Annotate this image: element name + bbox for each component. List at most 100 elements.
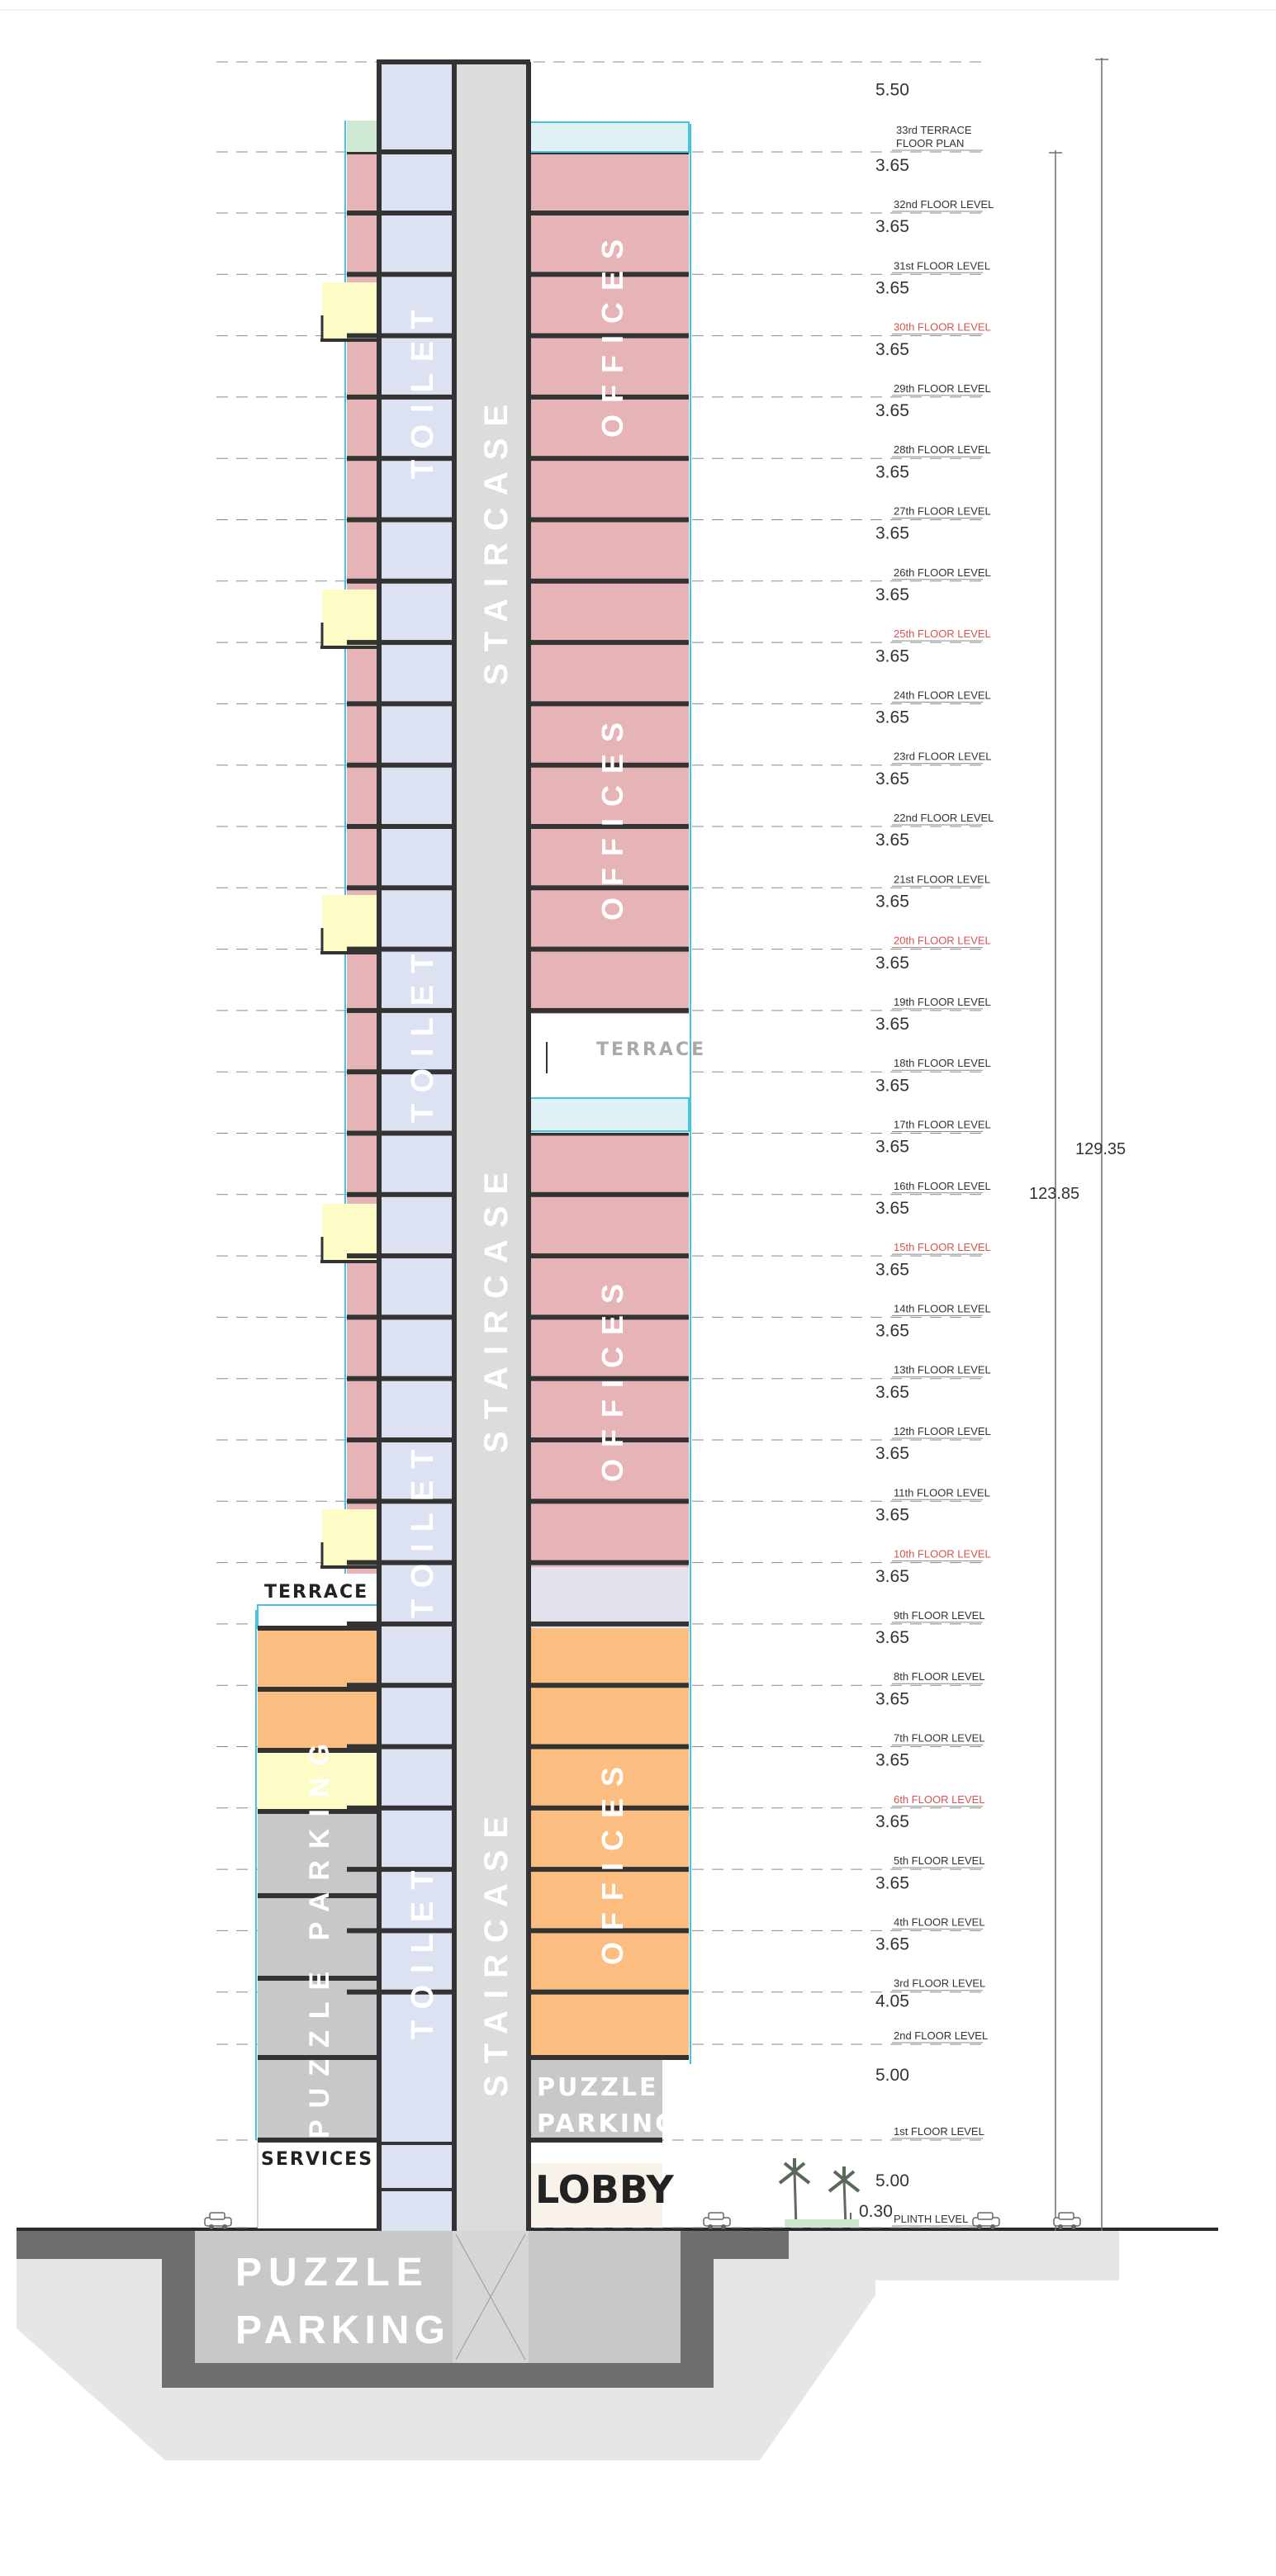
floor-slab-right — [529, 2138, 662, 2143]
floor-slab-left — [347, 394, 454, 400]
floor-level-label: PLINTH LEVEL — [894, 2213, 968, 2225]
floor-slab-left — [347, 1376, 454, 1381]
floor-height-value: 3.65 — [875, 1015, 909, 1034]
palm-tree-icon — [778, 2158, 811, 2228]
floor-slab-left — [347, 211, 454, 215]
floor-slab-left — [347, 333, 454, 339]
floor-slab-right — [529, 885, 689, 891]
floor-height-value: 3.65 — [875, 156, 909, 175]
floor-slab-right — [529, 1191, 689, 1197]
dimension-total-height: 129.35 — [1075, 1140, 1126, 1158]
floor-height-value: 3.65 — [875, 1567, 909, 1586]
floor-slab-right — [529, 1007, 689, 1013]
toilet-label-base: TOILET — [406, 1859, 440, 2039]
staircase-label-lower: STAIRCASE — [478, 1805, 515, 2097]
podium-slab — [258, 1893, 380, 1898]
toilet-slab — [380, 2188, 454, 2191]
floor-slab-left — [347, 578, 454, 584]
ground-slab-right — [710, 2231, 789, 2259]
floor-height-value: 3.65 — [875, 1383, 909, 1402]
floor-slab-left — [347, 1989, 454, 1995]
floor-level-label: 18th FLOOR LEVEL — [894, 1057, 991, 1069]
floor-slab-left — [347, 1805, 454, 1811]
floor-slab-right — [529, 578, 689, 584]
floor-height-value: 3.65 — [875, 278, 909, 297]
vertical-labels: STAIRCASE STAIRCASE STAIRCASE TOILET TOI… — [304, 228, 629, 2138]
floor-slab-right — [529, 1867, 689, 1873]
floor-slab-right — [529, 1928, 689, 1934]
roof-planter — [528, 121, 690, 153]
side-strip — [347, 121, 380, 1574]
balcony-box — [322, 590, 380, 647]
floor-level-label: 11th FLOOR LEVEL — [894, 1486, 990, 1499]
floor-slab-right — [529, 517, 689, 523]
tower-group — [255, 59, 691, 2231]
balcony-box — [322, 282, 380, 340]
car-icon — [1053, 2212, 1081, 2229]
site-pad — [789, 2231, 1119, 2280]
floor-slab-right — [529, 1989, 689, 1995]
podium-slab — [258, 1626, 380, 1631]
floor-level-label: 5th FLOOR LEVEL — [894, 1854, 985, 1867]
palm-trees — [778, 2158, 861, 2228]
ground-cars — [204, 2212, 1081, 2229]
floor-level-label: 2nd FLOOR LEVEL — [894, 2029, 988, 2042]
floor-level-label: 12th FLOOR LEVEL — [894, 1425, 991, 1437]
floor-slab-right — [529, 333, 689, 339]
floor-slab-right — [529, 456, 689, 462]
balcony-box — [322, 1509, 380, 1567]
floor-height-value: 3.65 — [875, 340, 909, 359]
floor-level-label: 6th FLOOR LEVEL — [894, 1793, 985, 1806]
floor-slab-right — [529, 701, 689, 707]
floor-slab-right — [529, 272, 689, 277]
floor-slab-right — [529, 640, 689, 646]
offices-label-3: OFFICES — [595, 1272, 629, 1482]
floor-slab-right — [529, 2055, 689, 2060]
floor-level-label: 25th FLOOR LEVEL — [894, 627, 991, 640]
floor-level-label: 14th FLOOR LEVEL — [894, 1302, 991, 1314]
toilet-label-upper: TOILET — [406, 299, 440, 479]
puzzle-parking-rotated: PUZZLE PARKING — [304, 1732, 335, 2138]
floor-height-value: 3.65 — [875, 585, 909, 604]
podium-slab — [258, 1976, 380, 1981]
side-parking-block — [529, 2057, 662, 2140]
terrace-planter — [528, 1097, 690, 1132]
floor-slab-left — [347, 1744, 454, 1750]
floor-slab-right — [529, 211, 689, 215]
floor-height-value: 3.65 — [875, 1751, 909, 1770]
floor-slab-right — [529, 1621, 689, 1627]
staircase-label-middle: STAIRCASE — [478, 1161, 515, 1453]
floor-level-label: 29th FLOOR LEVEL — [894, 382, 991, 395]
ground-line — [17, 2228, 1218, 2231]
wall-line — [526, 62, 531, 2231]
floor-slab-left — [347, 1007, 454, 1013]
floor-slab-right — [529, 1499, 689, 1504]
parking-label-side: PARKING — [537, 2110, 678, 2138]
floor-level-label: 7th FLOOR LEVEL — [894, 1732, 985, 1745]
roof-greenery — [347, 121, 380, 152]
floor-height-value: 3.65 — [875, 769, 909, 788]
floor-slab-right — [529, 946, 689, 952]
floor-height-value: 3.65 — [875, 1812, 909, 1831]
floor-level-label: 26th FLOOR LEVEL — [894, 566, 991, 579]
floor-slab-right — [529, 1253, 689, 1259]
floor-level-label: 30th FLOOR LEVEL — [894, 321, 991, 334]
floor-slab-left — [347, 701, 454, 707]
services-label: SERVICES — [261, 2149, 373, 2170]
floor-level-label: 27th FLOOR LEVEL — [894, 505, 991, 518]
floor-slab-left — [347, 1560, 454, 1565]
floor-slab-right — [529, 762, 689, 768]
floor-slab-left — [347, 517, 454, 523]
offices-block-lower — [529, 1628, 689, 2057]
floor-slab-right — [529, 1744, 689, 1750]
podium-yellow — [258, 1750, 380, 1811]
floor-height-value: 3.65 — [875, 1138, 909, 1157]
podium-slab — [258, 1687, 380, 1692]
offices-block-middle — [529, 1133, 689, 1567]
podium-slab — [258, 2055, 380, 2060]
podium-slab — [258, 1748, 380, 1753]
dimension-to-terrace: 123.85 — [1029, 1185, 1079, 1203]
floor-height-value: 5.00 — [875, 2171, 909, 2190]
floor-level-label: 24th FLOOR LEVEL — [894, 689, 991, 701]
wall-line — [452, 62, 457, 2231]
